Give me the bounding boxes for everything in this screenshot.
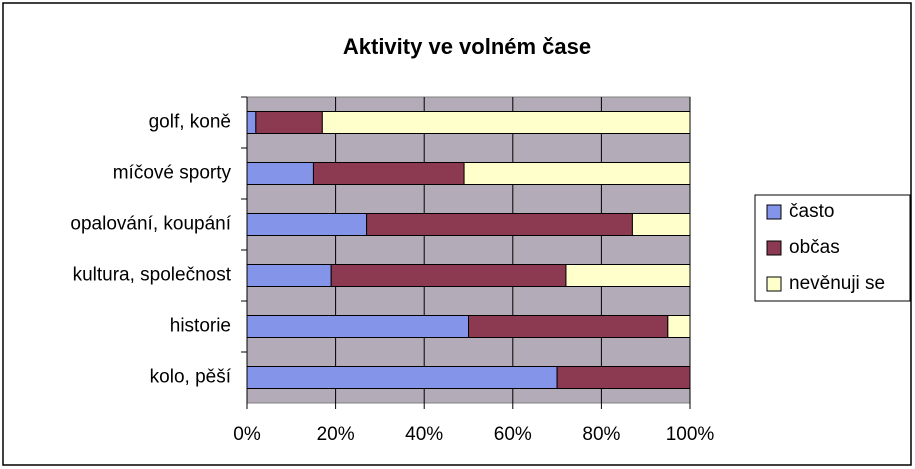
plot-area (246, 96, 691, 404)
legend-label: často (789, 201, 834, 222)
y-tick-label: historie (170, 316, 231, 337)
bar-segment (321, 111, 691, 134)
bar-segment (246, 366, 558, 389)
x-tick-label: 100% (666, 424, 715, 445)
bar-segment (468, 315, 669, 338)
x-tick-label: 20% (317, 424, 355, 445)
bar-segment (631, 213, 691, 236)
legend-swatch (766, 276, 782, 292)
x-tick-label: 60% (494, 424, 532, 445)
y-tick-label: golf, koně (149, 112, 231, 133)
legend: často občas nevěnuji se (754, 194, 911, 302)
bar-segment (366, 213, 633, 236)
bar-segment (565, 264, 691, 287)
x-tick-label: 40% (405, 424, 443, 445)
bar-segment (667, 315, 691, 338)
bar-segment (463, 162, 691, 185)
x-tick-label: 80% (582, 424, 620, 445)
legend-label: občas (789, 237, 840, 258)
bar-segment (246, 111, 257, 134)
y-tick-label: kultura, společnost (73, 265, 232, 286)
legend-swatch (766, 204, 782, 220)
y-tick-label: kolo, pěší (150, 367, 232, 388)
bar-segment (556, 366, 691, 389)
legend-swatch (766, 240, 782, 256)
y-tick-label: míčové sporty (113, 163, 232, 184)
bar-segment (255, 111, 323, 134)
x-tick-label: 0% (233, 424, 261, 445)
y-tick-label: opalování, koupání (70, 214, 231, 235)
bar-segment (330, 264, 567, 287)
chart-title: Aktivity ve volném čase (343, 34, 591, 59)
bar-segment (246, 315, 469, 338)
legend-label: nevěnuji se (789, 273, 885, 294)
bar-segment (246, 162, 314, 185)
bar-segment (312, 162, 465, 185)
bar-segment (246, 213, 368, 236)
bar-segment (246, 264, 332, 287)
